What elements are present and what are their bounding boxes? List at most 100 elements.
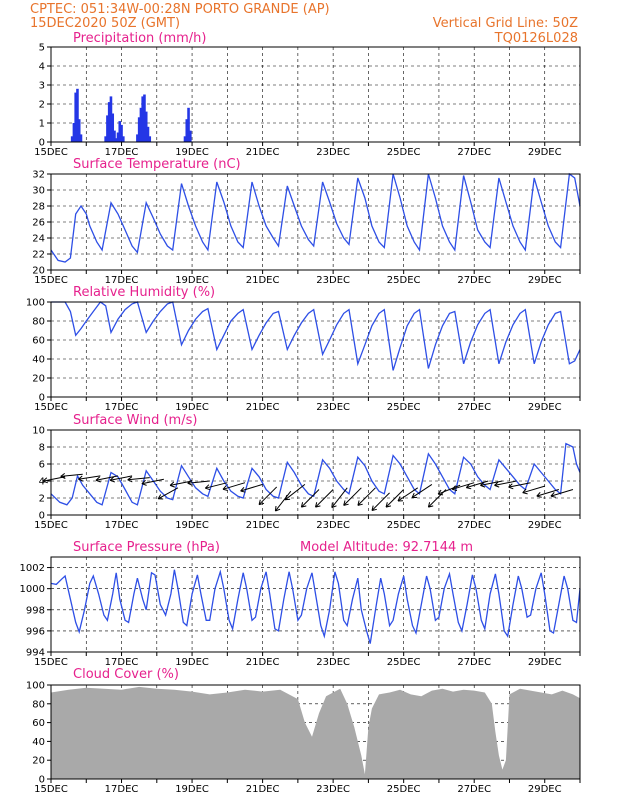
wind-arrow-head [343, 500, 349, 506]
wind-arrow [275, 490, 292, 512]
wind-arrow [397, 487, 419, 502]
precip-bar [113, 130, 116, 142]
x-tick-label: 17DEC [105, 784, 139, 795]
x-tick-label: 21DEC [246, 275, 280, 286]
y-tick-label: 8 [39, 443, 45, 454]
wind-arrow [110, 475, 133, 481]
wind-arrow-head [284, 494, 291, 501]
wind-arrow [187, 480, 210, 484]
wind-arrow [508, 482, 531, 488]
precip-bar [109, 96, 113, 142]
precip-bar [116, 132, 120, 142]
wind-arrow-head [274, 505, 281, 512]
precip-bar [70, 136, 74, 142]
x-tick-label: 21DEC [246, 657, 280, 668]
x-tick-label: 23DEC [316, 275, 350, 286]
wind-arrow [411, 483, 433, 499]
wind-arrow [550, 489, 574, 497]
y-tick-label: 996 [26, 626, 45, 637]
wind-arrow [315, 489, 334, 508]
wind-arrow-head [550, 492, 556, 498]
panel-3: 0 20 40 60 80 100 15DEC 17DEC 19DEC 21DEC 23DEC 25D… [26, 298, 581, 413]
y-tick-label: 4 [39, 62, 45, 73]
panel-6-title: Cloud Cover (%) [73, 667, 179, 682]
wind-arrow-head [60, 473, 66, 479]
x-tick-label: 27DEC [457, 402, 491, 413]
precip-bar [77, 119, 81, 142]
y-tick-label: 1 [39, 119, 45, 130]
x-tick-label: 25DEC [387, 784, 421, 795]
y-tick-label: 5 [39, 43, 45, 54]
precip-bar [120, 124, 123, 142]
x-tick-label: 15DEC [34, 147, 68, 158]
x-tick-label: 25DEC [387, 147, 421, 158]
y-tick-label: 22 [32, 250, 45, 261]
panel-1: 0 1 2 3 4 5 15DEC 17DEC 19DEC 21DEC 23DEC 25DEC 27DE… [34, 43, 581, 158]
x-tick-label: 15DEC [34, 520, 68, 531]
wind-arrow [452, 482, 475, 490]
precip-bar [111, 113, 115, 142]
y-tick-label: 32 [32, 170, 45, 181]
series-line [51, 301, 581, 371]
wind-arrow-head [465, 483, 472, 490]
x-tick-label: 15DEC [34, 275, 68, 286]
wind-arrow [95, 475, 119, 481]
x-tick-label: 25DEC [387, 657, 421, 668]
wind-arrow-head [187, 479, 193, 486]
wind-arrow [258, 486, 278, 505]
panel-5-title: Surface Pressure (hPa) [73, 540, 220, 555]
wind-arrow [169, 480, 193, 486]
y-tick-label: 80 [32, 699, 45, 710]
y-tick-label: 0 [39, 775, 45, 786]
x-tick-label: 27DEC [457, 275, 491, 286]
precip-bar [72, 123, 76, 142]
y-tick-label: 10 [32, 426, 45, 437]
precip-bar [183, 136, 187, 142]
wind-arrow-head [536, 492, 542, 498]
y-tick-label: 100 [26, 298, 45, 309]
wind-arrow [157, 487, 179, 500]
x-tick-label: 19DEC [175, 402, 209, 413]
wind-arrow-head [95, 476, 101, 483]
wind-arrow [78, 475, 101, 480]
wind-arrow-head [300, 502, 307, 508]
header-date: 15DEC2020 50Z (GMT) [30, 16, 180, 31]
x-tick-label: 23DEC [316, 657, 350, 668]
wind-arrow-head [494, 481, 500, 488]
wind-arrow-head [427, 502, 434, 508]
x-tick-label: 27DEC [457, 657, 491, 668]
wind-arrow [437, 484, 461, 495]
y-tick-label: 40 [32, 355, 45, 366]
x-tick-label: 27DEC [457, 520, 491, 531]
wind-arrow-head [480, 481, 486, 488]
panel-2-title: Surface Temperature (nC) [73, 157, 241, 172]
x-tick-label: 29DEC [528, 275, 562, 286]
wind-arrow-head [437, 489, 444, 496]
panel-frame [50, 556, 581, 653]
wind-arrow [141, 478, 164, 485]
wind-arrow-head [204, 484, 211, 491]
x-tick-label: 17DEC [105, 520, 139, 531]
y-tick-label: 20 [32, 266, 45, 277]
y-tick-label: 26 [32, 218, 45, 229]
x-tick-label: 17DEC [105, 657, 139, 668]
wind-arrow-head [109, 476, 115, 483]
wind-arrow-head [357, 500, 363, 506]
y-tick-label: 4 [39, 477, 45, 488]
precip-bar [189, 130, 192, 142]
wind-arrow [385, 489, 405, 508]
x-tick-label: 17DEC [105, 275, 139, 286]
y-tick-label: 2 [39, 494, 45, 505]
y-tick-label: 6 [39, 460, 45, 471]
y-tick-label: 60 [32, 718, 45, 729]
x-tick-label: 25DEC [387, 275, 421, 286]
wind-arrow [205, 482, 228, 489]
wind-arrow-head [141, 479, 147, 486]
wind-arrow [466, 480, 489, 489]
y-tick-label: 30 [32, 186, 45, 197]
wind-arrow-head [258, 499, 265, 506]
precip-bar [104, 136, 107, 142]
y-tick-label: 3 [39, 81, 45, 92]
wind-arrow [331, 487, 348, 508]
x-tick-label: 21DEC [246, 784, 280, 795]
